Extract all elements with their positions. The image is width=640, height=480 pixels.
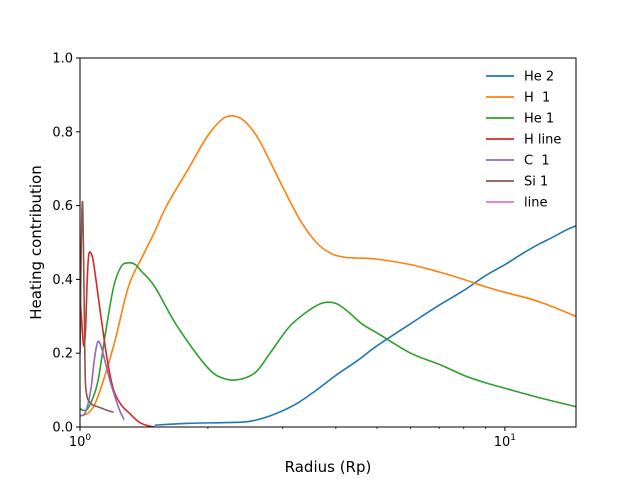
legend-label: H line <box>524 133 561 148</box>
series-line-2 <box>80 114 576 417</box>
series-line-5 <box>80 340 125 420</box>
legend-label: line <box>524 196 547 211</box>
legend-label: H 1 <box>524 91 550 106</box>
series-line-6 <box>80 200 114 414</box>
y-tick-label: 0.0 <box>52 421 73 436</box>
legend-label: Si 1 <box>524 175 548 190</box>
y-tick-label: 0.4 <box>52 273 73 288</box>
y-tick-label: 0.6 <box>52 199 73 214</box>
y-tick-label: 0.8 <box>52 125 73 140</box>
series-line-1 <box>154 225 576 426</box>
plot-frame <box>79 57 577 428</box>
series-line-3 <box>80 261 576 412</box>
legend-label: He 1 <box>524 112 554 127</box>
legend: He 2 H 1 He 1 H line C 1 Si 1 line <box>486 70 561 211</box>
y-tick-label: 1.0 <box>52 52 73 67</box>
series-lines <box>80 114 576 427</box>
y-tick-label: 0.2 <box>52 347 73 362</box>
x-tick-label: 100 <box>69 433 92 450</box>
legend-label: C 1 <box>524 154 550 169</box>
legend-label: He 2 <box>524 70 554 85</box>
axis-ticks: 0.0 0.2 0.4 0.6 0.8 1.0 100 101 <box>52 52 516 451</box>
x-axis-label: Radius (Rp) <box>285 458 372 476</box>
y-axis-label: Heating contribution <box>27 165 45 319</box>
x-tick-label: 101 <box>494 433 516 450</box>
